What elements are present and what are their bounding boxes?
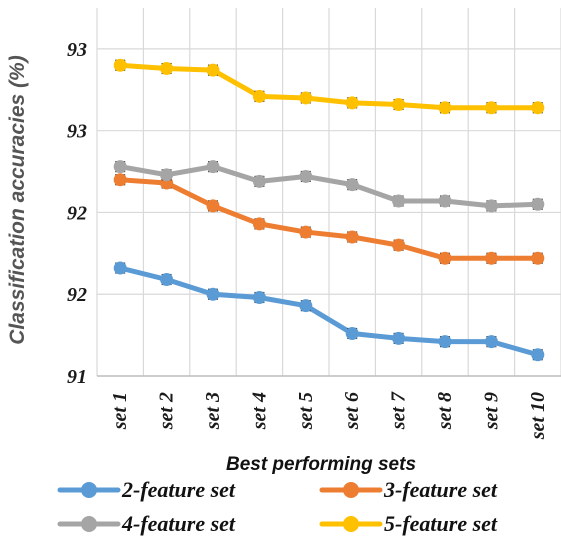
y-axis-ticks: 91 92 92 93 93 [67,39,87,388]
series-line [117,62,541,111]
data-point [484,251,498,265]
x-tick-label: set 5 [295,392,317,430]
series-4 [113,58,545,115]
data-point [252,89,266,103]
y-tick-label: 92 [67,202,87,224]
data-point [113,160,127,174]
legend-label: 5-feature set [384,511,498,536]
y-tick-label: 93 [67,39,87,61]
legend: 2-feature set 3-feature set 4-feature set 5… [57,477,498,536]
y-tick-label: 92 [67,284,87,306]
data-point [206,199,220,213]
series-line [117,164,541,209]
legend-item: 2-feature set [57,477,236,502]
legend-marker [81,516,97,532]
legend-marker [343,482,359,498]
y-tick-label: 91 [67,366,87,388]
data-point [206,160,220,174]
data-point [345,230,359,244]
data-point [392,331,406,345]
legend-marker [343,516,359,532]
legend-label: 3-feature set [383,477,498,502]
data-point [392,97,406,111]
series-line [117,265,541,358]
x-tick-label: set 6 [341,392,363,430]
data-point [252,174,266,188]
data-point [531,251,545,265]
y-tick-label: 93 [67,121,87,143]
data-point [392,238,406,252]
data-point [484,101,498,115]
data-point [531,101,545,115]
x-tick-label: set 7 [388,391,410,430]
data-point [299,91,313,105]
data-point [299,225,313,239]
data-point [299,299,313,313]
data-point [345,326,359,340]
data-point [252,290,266,304]
x-tick-label: set 10 [527,392,549,440]
x-tick-label: set 9 [480,392,502,430]
x-axis-ticks: set 1 set 2 set 3 set 4 set 5 set 6 set 7 set 8… [109,391,549,440]
data-point [206,287,220,301]
data-point [160,168,174,182]
x-tick-label: set 2 [156,392,178,430]
x-tick-label: set 8 [434,392,456,430]
data-point [113,58,127,72]
data-point [531,197,545,211]
data-point [438,194,452,208]
data-point [484,199,498,213]
legend-marker [81,482,97,498]
x-tick-label: set 3 [202,392,224,430]
series-2 [113,173,545,265]
data-point [345,178,359,192]
data-point [299,169,313,183]
legend-item: 3-feature set [319,477,498,502]
data-point [484,335,498,349]
data-point [206,63,220,77]
data-point [160,273,174,287]
series-group [113,58,545,362]
data-point [160,62,174,76]
legend-item: 4-feature set [57,511,236,536]
data-point [113,261,127,275]
data-point [252,217,266,231]
data-point [531,348,545,362]
legend-label: 4-feature set [121,511,236,536]
data-point [113,173,127,187]
data-point [438,251,452,265]
series-line [117,177,541,261]
x-axis-title: Best performing sets [226,454,416,475]
x-tick-label: set 1 [109,392,131,430]
data-point [438,101,452,115]
legend-label: 2-feature set [121,477,236,502]
legend-item: 5-feature set [319,511,498,536]
x-tick-label: set 4 [248,392,270,430]
data-point [392,194,406,208]
series-3 [113,160,545,213]
data-point [345,96,359,110]
series-1 [113,261,545,362]
y-axis-title: Classification accuracies (%) [6,55,29,344]
data-point [438,335,452,349]
